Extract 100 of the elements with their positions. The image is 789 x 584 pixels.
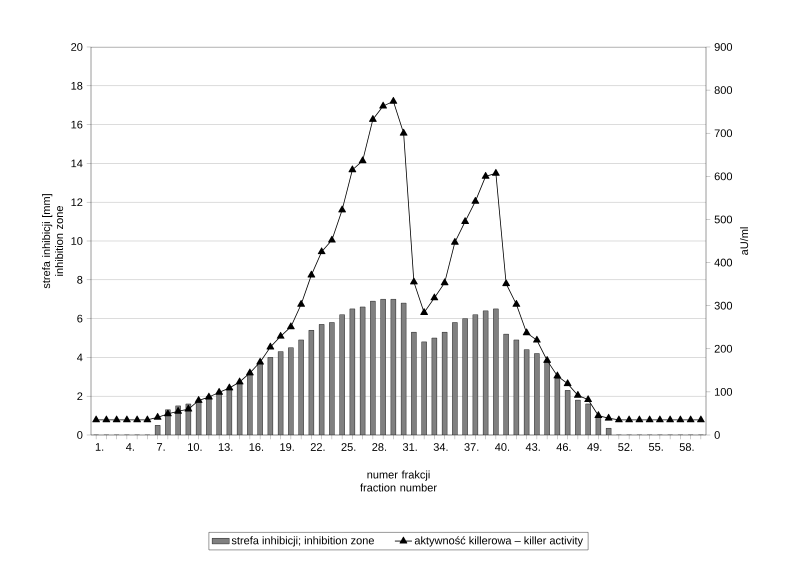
point [625,416,633,422]
y-tick-label: 12 [71,198,82,206]
point [112,416,120,422]
x-tick-label: 49. [587,443,602,451]
x-tick-label: 1. [96,443,104,451]
bar [493,308,498,435]
y2-tick-label: 500 [714,216,732,224]
x-tick-label: 4. [126,443,134,451]
bar [350,308,355,435]
point [123,416,131,422]
point [276,332,284,339]
y2-tick-label: 100 [714,388,732,396]
y2-tick-label: 600 [714,172,732,180]
point [686,416,694,422]
point [522,328,530,336]
point [400,128,408,136]
y-tick-label: 14 [71,160,83,168]
y-axis-title: strefa inhibicji [mm] inhibition zone [42,194,64,288]
point [266,342,274,350]
point [144,416,152,422]
point [287,322,295,330]
y2-tick-label: 200 [714,344,732,353]
point [246,368,254,376]
point [451,238,459,245]
point [102,416,110,422]
bar [483,310,488,435]
x-tick-label: 40. [494,443,510,451]
y2-tick-label: 300 [714,302,732,310]
x-tick-label: 52. [618,443,632,451]
point [697,416,705,422]
x-tick-label: 19. [280,443,294,451]
point [512,300,520,307]
point [656,416,664,422]
point [226,384,234,390]
point [564,379,572,386]
y2-tick-label: 800 [714,86,732,94]
point [358,156,366,164]
x-tick-label: 16. [250,443,264,451]
x-tick-label: 13. [218,443,232,451]
y2-tick-label: 0 [714,431,720,439]
point [410,278,418,284]
point [236,378,244,384]
point [604,414,612,421]
point [574,390,582,398]
y2-axis-title: aU/ml [740,227,748,255]
point [256,358,264,365]
x-tick-label: 7. [157,443,165,451]
y-tick-label: 8 [77,276,82,284]
x-tick-label: 28. [372,443,386,451]
y-tick-label: 20 [71,43,82,51]
x-tick-label: 10. [188,443,202,451]
point [297,300,305,307]
point [194,396,202,403]
point [533,336,541,343]
x-tick-label: 25. [342,443,356,451]
point [554,372,562,378]
point [461,217,469,224]
point [390,96,398,104]
x-tick-label: 43. [526,443,540,451]
y2-tick-label: 400 [714,258,732,266]
x-tick-label: 46. [556,443,571,451]
y-tick-label: 4 [77,354,83,362]
point [482,172,490,179]
point [184,404,192,412]
point [215,388,223,395]
point [502,279,510,286]
point [338,206,346,212]
point [174,406,182,414]
y-tick-label: 6 [77,314,82,322]
y-tick-label: 18 [71,82,82,90]
legend-label: aktywność killerowa – killer activity [414,536,584,547]
y-tick-label: 16 [71,120,82,128]
point [615,416,623,422]
point [636,416,644,422]
point [594,411,602,418]
point [369,115,377,122]
x-tick-label: 22. [310,443,325,451]
legend-label: strefa inhibicji; inhibition zone [232,536,374,547]
x-tick-label: 31. [402,443,417,451]
point [205,392,213,400]
point [133,416,141,422]
point [472,196,480,204]
y-tick-label: 0 [77,431,82,439]
x-tick-label: 34. [434,443,448,451]
point [92,416,100,422]
y2-tick-label: 700 [714,129,732,138]
point [164,409,172,416]
point [543,356,551,363]
point [348,165,356,172]
point [440,278,448,286]
point [328,236,336,243]
x-axis-title: numer frakcji fraction number [360,470,437,492]
point [318,247,326,254]
point [492,168,500,176]
y-tick-label: 10 [71,237,82,245]
y2-tick-label: 900 [714,43,732,51]
x-tick-label: 58. [680,443,694,451]
point [584,395,592,402]
point [666,416,674,422]
x-tick-label: 55. [648,443,663,451]
